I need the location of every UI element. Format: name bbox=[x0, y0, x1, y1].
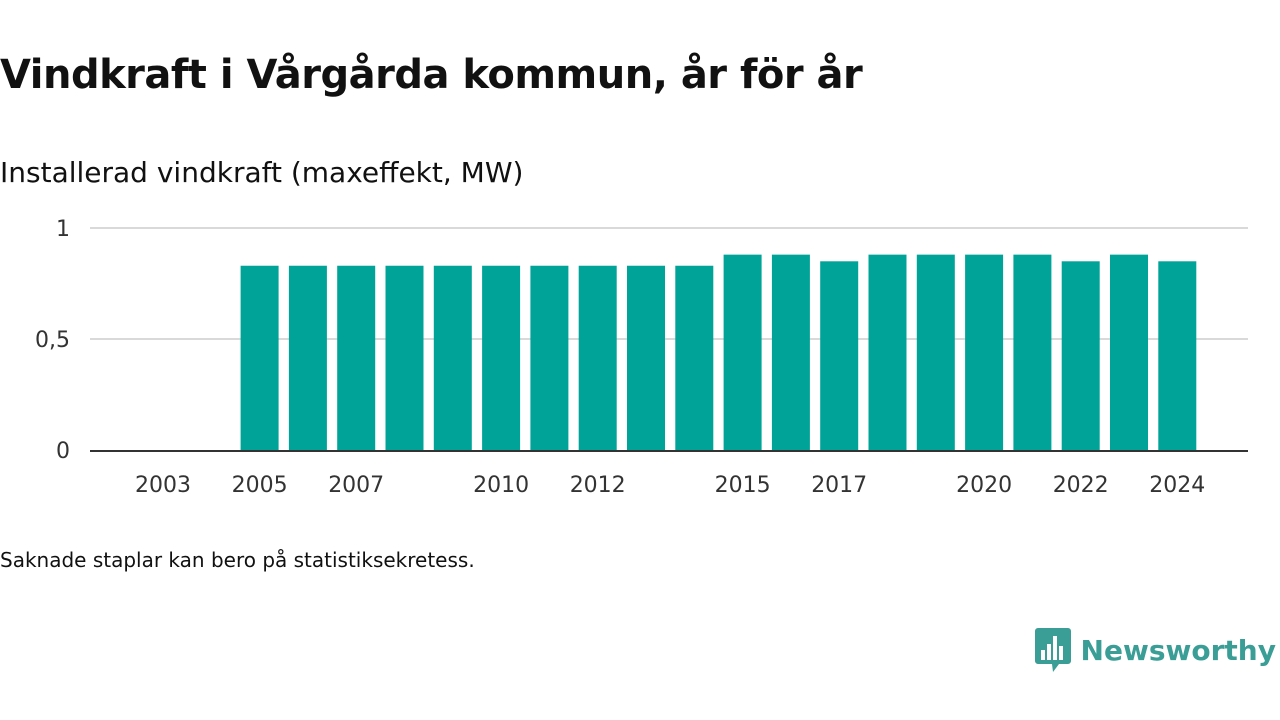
bar bbox=[1061, 261, 1100, 450]
bar bbox=[433, 265, 472, 450]
bar bbox=[820, 261, 859, 450]
y-tick-label: 0,5 bbox=[35, 328, 70, 353]
brand-name: Newsworthy bbox=[1080, 633, 1276, 667]
bar bbox=[1110, 254, 1148, 450]
x-tick-label: 2010 bbox=[473, 473, 529, 498]
y-tick-label: 1 bbox=[56, 217, 70, 242]
x-tick-label: 2022 bbox=[1053, 473, 1109, 498]
bar bbox=[675, 265, 714, 450]
x-tick-label: 2007 bbox=[328, 473, 384, 498]
x-tick-label: 2017 bbox=[811, 473, 867, 498]
x-tick-label: 2015 bbox=[715, 473, 771, 498]
x-tick-label: 2020 bbox=[956, 473, 1012, 498]
bar bbox=[965, 254, 1004, 450]
bar bbox=[337, 265, 376, 450]
bar bbox=[916, 254, 955, 450]
bar bbox=[385, 265, 424, 450]
x-tick-label: 2005 bbox=[232, 473, 288, 498]
footnote: Saknade staplar kan bero på statistiksek… bbox=[0, 548, 475, 572]
bar bbox=[1013, 254, 1052, 450]
bar-chart: 0 0,5 1 2003 2005 2007 2010 2012 2015 2017 2020 202… bbox=[35, 217, 1248, 498]
bar bbox=[868, 254, 907, 450]
bar bbox=[1158, 261, 1197, 450]
bar bbox=[288, 265, 327, 450]
x-tick-label: 2024 bbox=[1149, 473, 1205, 498]
chart-title: Vindkraft i Vårgårda kommun, år för år bbox=[0, 52, 863, 98]
brand-logo: Newsworthy bbox=[1034, 628, 1276, 672]
bar bbox=[771, 254, 810, 450]
bar bbox=[530, 265, 569, 450]
chart-speech-bubble-icon bbox=[1034, 628, 1071, 672]
bar bbox=[578, 265, 617, 450]
x-tick-label: 2003 bbox=[135, 473, 191, 498]
bar bbox=[627, 265, 665, 450]
bar bbox=[482, 265, 521, 450]
chart-subtitle: Installerad vindkraft (maxeffekt, MW) bbox=[0, 156, 524, 189]
y-tick-label: 0 bbox=[56, 439, 70, 464]
x-tick-label: 2012 bbox=[570, 473, 626, 498]
bar bbox=[240, 265, 279, 450]
bar bbox=[723, 254, 762, 450]
